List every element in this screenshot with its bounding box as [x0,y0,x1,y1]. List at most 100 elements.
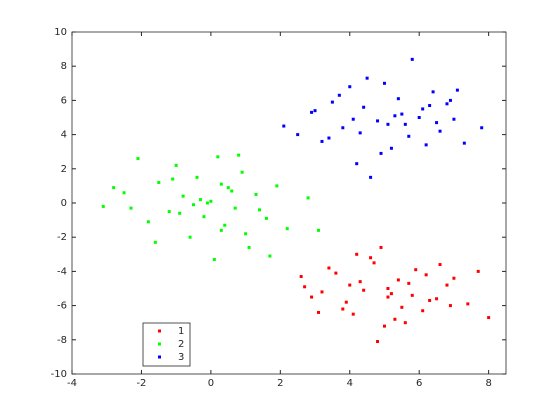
point [157,180,161,184]
point [396,278,400,282]
point [327,266,331,270]
point [230,189,234,193]
point [376,340,380,344]
point [216,155,220,159]
point [389,146,393,150]
point [410,57,414,61]
point [393,317,397,321]
point [452,276,456,280]
x-tick-label: 6 [416,378,422,389]
point [205,201,209,205]
point [476,269,480,273]
point [296,133,300,137]
point [487,316,491,320]
point [219,182,223,186]
point [362,105,366,109]
point [386,287,390,290]
point [382,81,386,85]
point [330,100,334,104]
point [448,304,452,308]
point [153,240,157,244]
point [445,283,449,287]
point [257,208,261,212]
point [424,273,428,277]
point [344,300,348,304]
point [403,122,407,126]
point [320,290,324,294]
point [285,227,289,231]
point [396,97,400,101]
point [421,309,425,313]
point [320,139,324,143]
point [226,186,230,190]
point [438,129,442,133]
point [358,131,362,135]
point [431,90,435,94]
point [389,292,393,296]
point [355,162,359,166]
point [202,215,206,219]
point [171,177,175,181]
point [445,102,449,106]
legend-label: 1 [178,326,184,337]
y-tick-label: -6 [57,301,67,312]
point [379,151,383,155]
legend-box [142,322,191,367]
point [403,321,407,325]
point [317,228,321,232]
point [136,157,140,161]
x-tick-label: 4 [347,378,353,389]
point [480,126,484,130]
point [417,116,421,119]
point [178,211,182,215]
point [299,275,303,279]
point [379,245,383,249]
point [195,175,199,179]
point [362,288,366,292]
y-tick-label: -4 [57,266,67,277]
point [428,104,432,108]
x-tick-label: 8 [485,378,491,389]
point [334,271,338,275]
point [254,192,258,196]
point [240,170,244,174]
point [181,194,185,198]
point [223,223,227,227]
point [313,109,317,113]
point [400,305,404,309]
point [369,256,373,260]
point [351,312,355,316]
point [386,295,390,299]
x-tick-label: 0 [208,378,214,389]
point [275,184,279,188]
y-tick-label: -10 [51,369,67,380]
point [192,203,196,207]
legend-marker [158,355,161,359]
point [358,280,362,284]
y-tick-label: -8 [57,335,67,346]
point [355,252,359,256]
point [129,206,133,210]
y-tick-label: 6 [61,95,67,106]
point [112,186,116,190]
point [435,121,439,125]
point [264,216,268,220]
point [198,198,202,202]
point [410,293,414,297]
point [407,281,411,285]
point [393,114,397,118]
point [369,175,373,179]
point [466,302,470,306]
point [462,141,466,145]
legend-marker [158,329,161,333]
point [455,88,459,92]
point [372,261,376,265]
plot-area [71,31,507,375]
x-tick-label: -4 [67,378,77,389]
point [146,220,150,224]
point [448,98,452,102]
point [348,283,352,287]
point [337,93,341,97]
point [310,295,314,299]
y-tick-label: 4 [61,130,67,141]
